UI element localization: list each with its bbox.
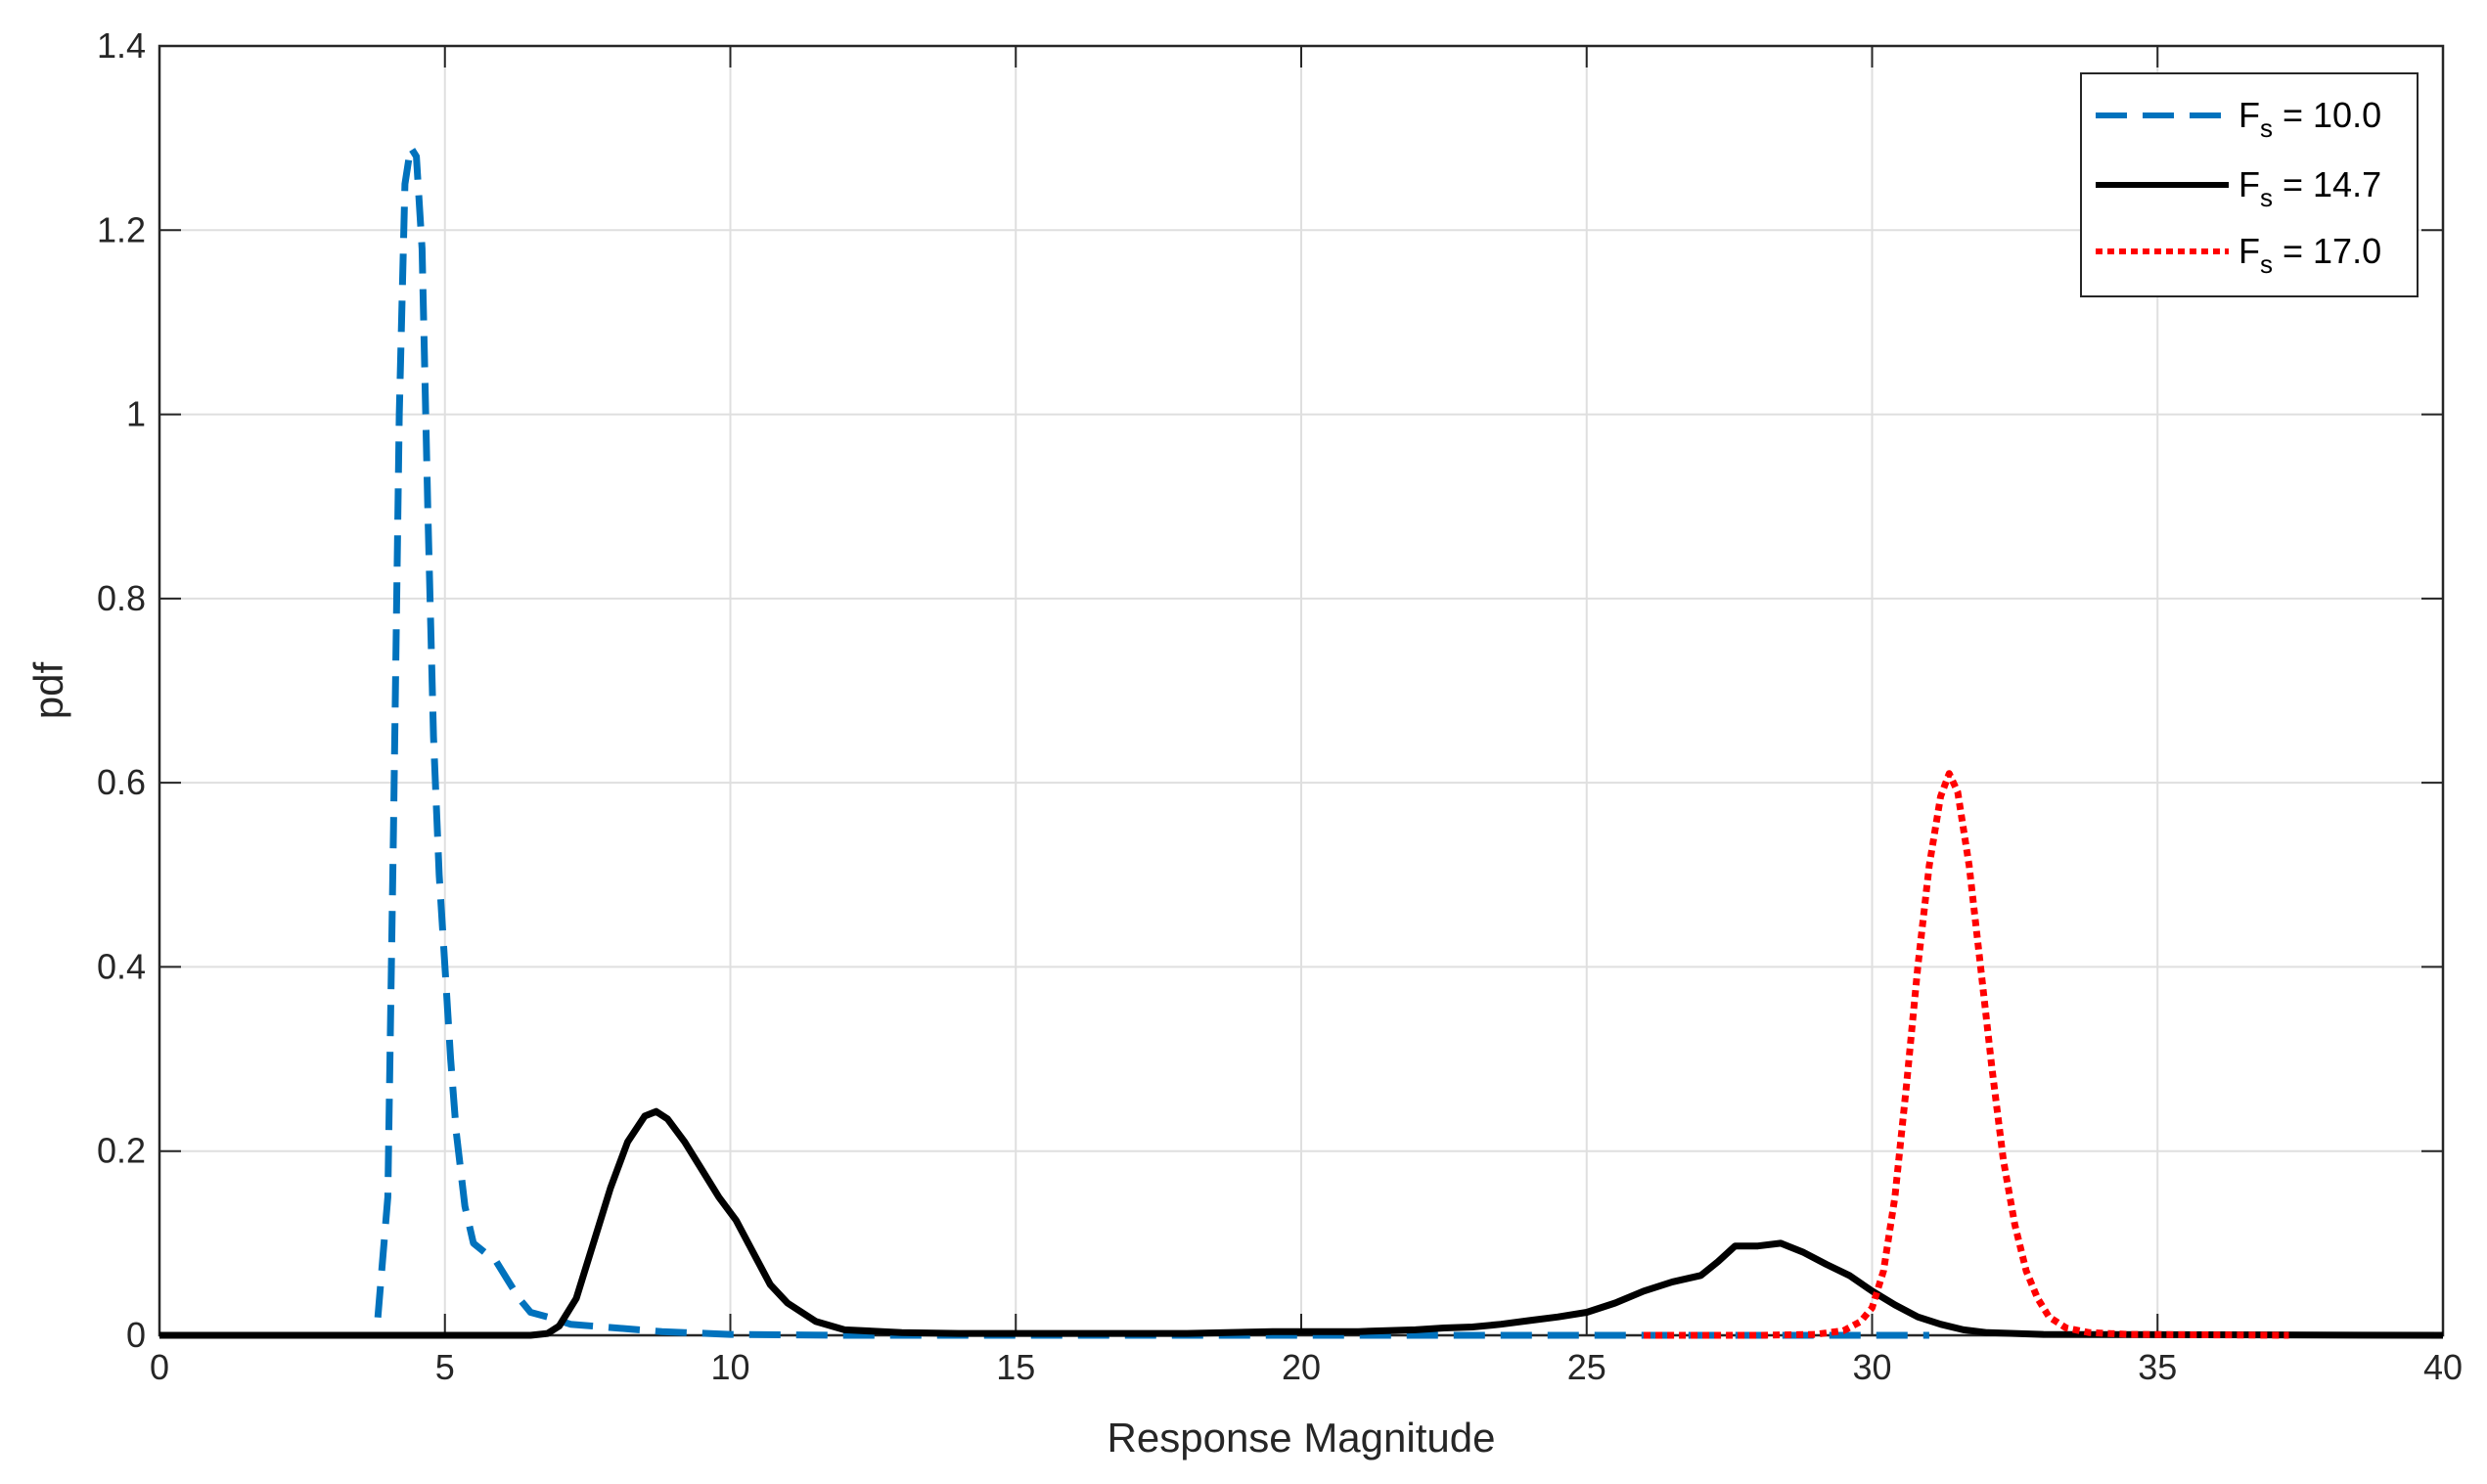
x-tick-label: 10 <box>710 1347 749 1387</box>
legend-label-series-2: Fs = 14.7 <box>2238 164 2381 212</box>
series-lines <box>159 144 2444 1339</box>
series-line-1 <box>159 144 1929 1339</box>
axis-ticks: 0 5 10 15 20 25 30 35 40 0 0.2 0.4 0.6 0.8 1 1.2 1.4 <box>97 25 2463 1387</box>
y-tick-label: 0.4 <box>97 946 146 986</box>
legend: Fs = 10.0 Fs = 14.7 Fs = 17.0 <box>2080 72 2419 297</box>
x-axis-label: Response Magnitude <box>1108 1415 1496 1461</box>
y-tick-label: 1.2 <box>97 209 146 249</box>
legend-label-series-1-main: F <box>2238 95 2260 135</box>
y-tick-label: 0.8 <box>97 578 146 618</box>
series-line-2 <box>159 1107 2444 1339</box>
x-tick-label: 25 <box>1567 1347 1606 1387</box>
x-tick-label: 35 <box>2138 1347 2177 1387</box>
y-tick-label: 1.4 <box>97 25 146 66</box>
legend-label-series-3-sub: s <box>2260 249 2273 279</box>
legend-label-series-3-rest: = 17.0 <box>2273 231 2381 271</box>
y-tick-label: 0.2 <box>97 1131 146 1171</box>
y-tick-label: 0.6 <box>97 762 146 802</box>
legend-label-series-1-rest: = 10.0 <box>2273 95 2381 135</box>
legend-label-series-1: Fs = 10.0 <box>2238 95 2381 143</box>
x-tick-label: 30 <box>1852 1347 1891 1387</box>
x-tick-label: 40 <box>2423 1347 2463 1387</box>
grid-lines <box>159 46 2443 1335</box>
legend-box <box>2080 72 2419 297</box>
legend-label-series-2-rest: = 14.7 <box>2273 164 2381 204</box>
legend-label-series-3: Fs = 17.0 <box>2238 231 2381 279</box>
x-tick-label: 0 <box>150 1347 169 1387</box>
x-tick-label: 20 <box>1282 1347 1321 1387</box>
y-tick-label: 0 <box>126 1315 146 1355</box>
legend-label-series-3-main: F <box>2238 231 2260 271</box>
x-tick-label: 15 <box>996 1347 1035 1387</box>
legend-label-series-1-sub: s <box>2260 113 2273 143</box>
legend-label-series-2-sub: s <box>2260 183 2273 212</box>
y-axis-label: pdf <box>25 661 71 719</box>
y-tick-label: 1 <box>126 394 146 434</box>
series-line-3 <box>1644 770 2289 1339</box>
x-tick-label: 5 <box>435 1347 455 1387</box>
legend-label-series-2-main: F <box>2238 164 2260 204</box>
